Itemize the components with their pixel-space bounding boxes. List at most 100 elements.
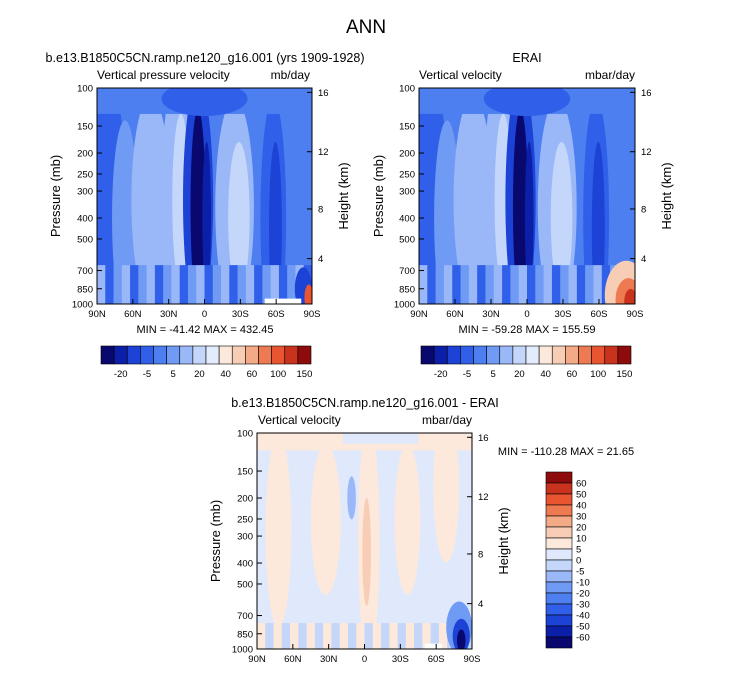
height-tick-label: 12 <box>318 147 329 158</box>
colorbar-erai: -20 -5 5 20 40 60 100 150 <box>420 345 632 380</box>
panel-diff-ylabel: Pressure (mb) <box>208 500 223 582</box>
colorbar-tick-label: 60 <box>567 369 578 380</box>
colorbar-tick-label: 20 <box>514 369 525 380</box>
colorbar-swatch <box>166 345 181 365</box>
colorbar-swatch <box>545 515 573 528</box>
colorbar-swatch <box>258 345 272 365</box>
colorbar-tick-label: 100 <box>590 369 606 380</box>
x-tick-label: 60S <box>268 309 285 320</box>
colorbar-swatch <box>545 636 573 649</box>
colorbar-tick-label: -40 <box>576 611 590 622</box>
x-tick-label: 90S <box>627 309 644 320</box>
diff-band <box>394 443 421 595</box>
x-tick-label: 90N <box>248 654 266 665</box>
colorbar-tick-label: 60 <box>576 479 587 490</box>
surface-streak <box>204 265 214 304</box>
panel-diff: b.e13.B1850C5CN.ramp.ne120_g16.001 - ERA… <box>208 396 634 665</box>
surface-streak <box>221 265 230 304</box>
surface-streak <box>331 623 341 649</box>
surface-streak <box>364 623 374 649</box>
y-tick-label: 850 <box>399 284 415 295</box>
panel-erai-axes: 90N 60N 30N 0 30S 60S 90S 100 150 200 250 300 400 500… <box>394 84 652 321</box>
y-tick-label: 250 <box>237 514 253 525</box>
surface-streak <box>138 265 148 304</box>
x-tick-label: 90S <box>304 309 321 320</box>
x-tick-label: 90N <box>410 309 428 320</box>
panel-diff-axes: 90N 60N 30N 0 30S 60S 90S 100 150 200 250 300 400 500… <box>232 429 489 666</box>
surface-streak <box>414 623 423 649</box>
field-band <box>269 142 282 304</box>
colorbar-swatch <box>545 603 573 616</box>
diff-band <box>362 497 371 606</box>
surface-streak <box>146 265 156 304</box>
y-tick-label: 250 <box>77 169 93 180</box>
surface-streak <box>171 265 181 304</box>
colorbar-tick-label: 40 <box>576 501 587 512</box>
surface-streak <box>527 265 536 304</box>
colorbar-swatch <box>545 548 573 561</box>
colorbar-tick-label: 5 <box>171 369 176 380</box>
y-tick-label: 100 <box>77 84 93 95</box>
height-tick-label: 4 <box>478 599 483 610</box>
colorbar-swatch <box>538 345 553 365</box>
y-tick-label: 150 <box>237 467 253 478</box>
missing-data <box>264 298 302 304</box>
colorbar-swatch <box>245 345 259 365</box>
panel-model-left-label: Vertical pressure velocity <box>97 68 230 82</box>
y-tick-label: 200 <box>77 149 93 160</box>
colorbar-swatch <box>551 345 566 365</box>
surface-streak <box>356 623 365 649</box>
y-tick-label: 150 <box>399 122 415 133</box>
x-tick-label: 30N <box>160 309 178 320</box>
surface-streak <box>154 265 164 304</box>
surface-streak <box>405 623 415 649</box>
height-tick-label: 4 <box>318 254 323 265</box>
panel-model-ylabel-right: Height (km) <box>336 162 351 229</box>
colorbar-tick-label: -60 <box>576 633 590 644</box>
panel-erai-title: ERAI <box>512 51 541 65</box>
colorbar-swatch <box>140 345 154 365</box>
colorbar-swatch <box>297 345 312 365</box>
colorbar-tick-label: 150 <box>297 369 313 380</box>
surface-streak <box>443 265 453 304</box>
panel-model-field <box>97 88 312 304</box>
colorbar-tick-label: 100 <box>270 369 286 380</box>
surface-streak <box>502 265 511 304</box>
x-tick-label: 30S <box>555 309 572 320</box>
surface-streak <box>389 623 399 649</box>
surface-streak <box>323 623 332 649</box>
colorbar-swatch <box>545 581 573 594</box>
colorbar-swatch <box>578 345 592 365</box>
colorbar-swatch <box>545 625 573 638</box>
field-band <box>483 88 571 117</box>
colorbar-swatch <box>499 345 514 365</box>
colorbar-swatch <box>565 345 579 365</box>
colorbar-swatch <box>218 345 233 365</box>
panel-erai-ylabel-right: Height (km) <box>659 162 674 229</box>
surface-streak <box>535 265 545 304</box>
colorbar-tick-label: -5 <box>576 567 584 578</box>
surface-streak <box>97 265 106 304</box>
y-tick-label: 1000 <box>232 645 253 656</box>
surface-streak <box>452 265 462 304</box>
surface-streak <box>422 623 432 649</box>
surface-streak <box>543 265 553 304</box>
field-band <box>112 120 138 304</box>
colorbar-tick-label: 40 <box>220 369 231 380</box>
diff-band <box>310 443 341 595</box>
surface-streak <box>298 623 308 649</box>
surface-streak <box>179 265 189 304</box>
surface-streak <box>257 623 266 649</box>
panel-erai-left-label: Vertical velocity <box>419 68 502 82</box>
surface-streak <box>278 265 288 304</box>
colorbar-tick-label: 50 <box>576 490 587 501</box>
x-tick-label: 60N <box>284 654 302 665</box>
surface-streak <box>493 265 503 304</box>
panel-model-title: b.e13.B1850C5CN.ramp.ne120_g16.001 (yrs … <box>46 51 365 65</box>
colorbar-tick-label: -10 <box>576 578 590 589</box>
x-tick-label: 30N <box>320 654 338 665</box>
field-band <box>591 142 605 304</box>
surface-streak <box>314 623 324 649</box>
